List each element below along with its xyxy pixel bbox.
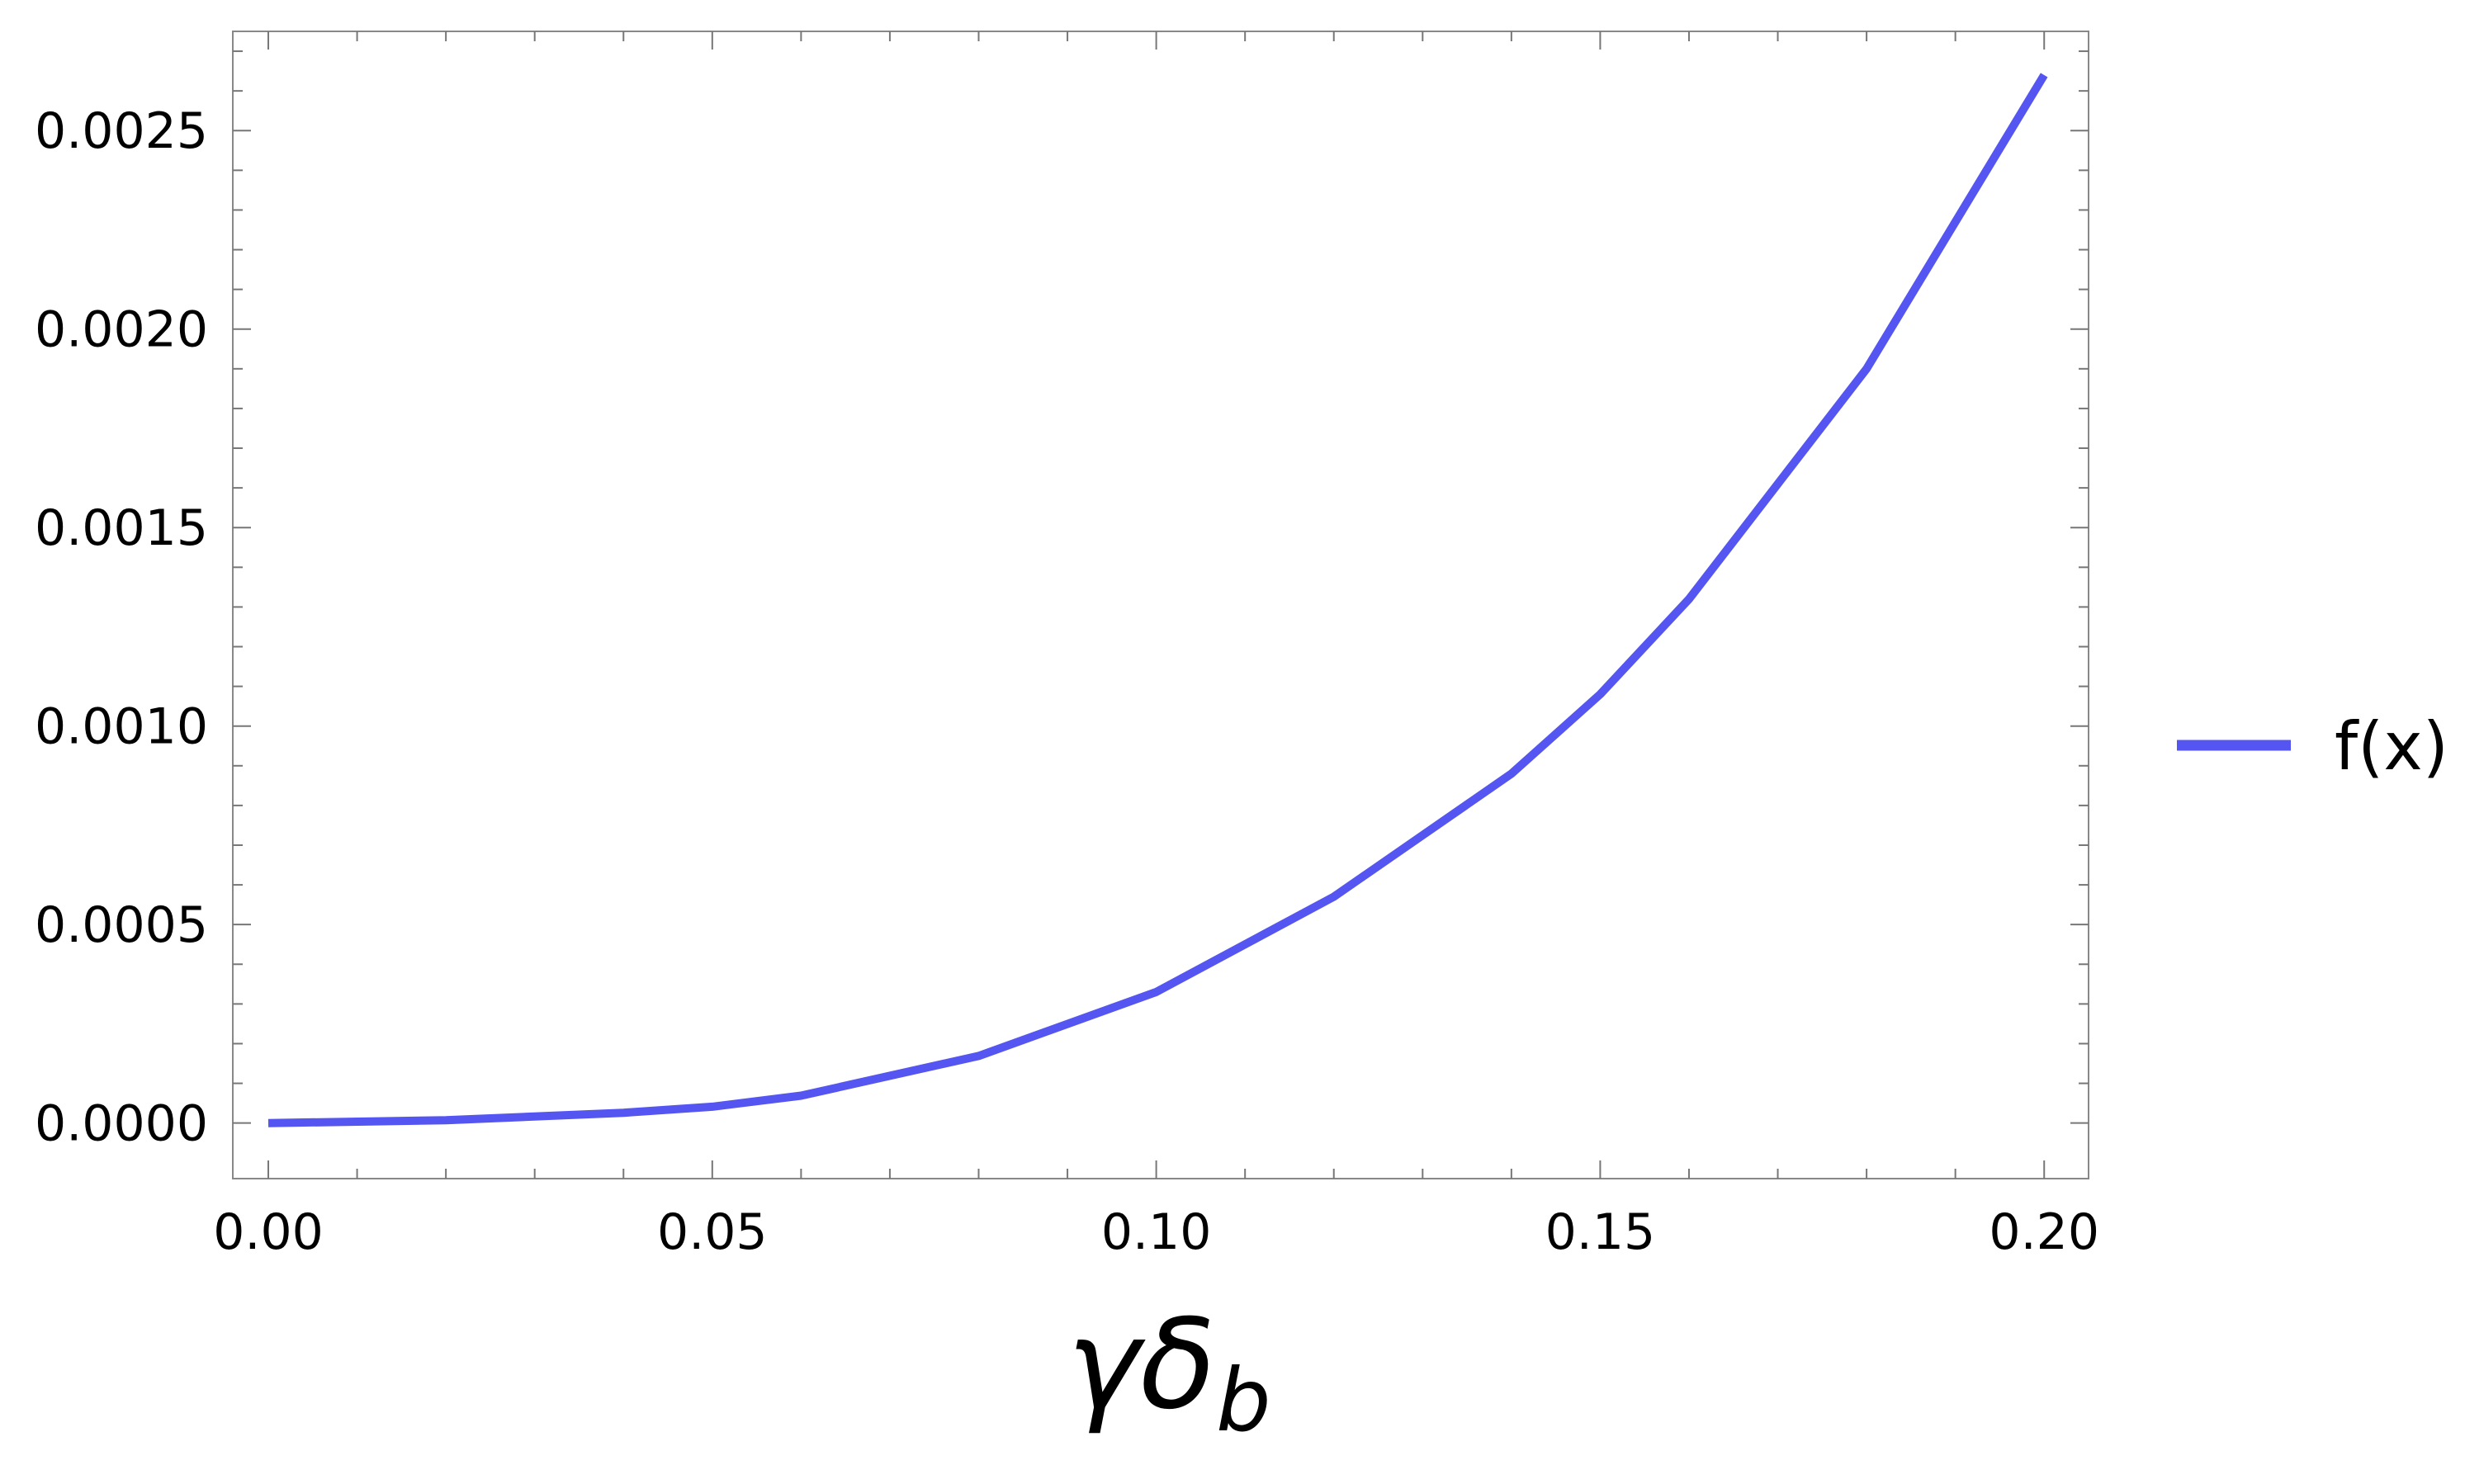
plot-frame <box>232 31 2089 1179</box>
y-tick-label: 0.0025 <box>35 102 208 160</box>
legend: f(x) <box>2177 708 2448 785</box>
y-tick-label: 0.0015 <box>35 499 208 557</box>
x-tick-label: 0.05 <box>657 1203 768 1261</box>
y-tick-label: 0.0000 <box>35 1095 208 1153</box>
x-axis-label-subscript: b <box>1216 1350 1271 1451</box>
x-tick-label: 0.20 <box>1989 1203 2099 1261</box>
series-line <box>267 73 2048 1127</box>
series-layer <box>267 73 2048 1127</box>
x-tick-label: 0.10 <box>1101 1203 1212 1261</box>
y-axis-ticks: 0.0000 0.0005 0.0010 0.0015 0.0020 0.0025 <box>35 102 2089 1153</box>
legend-label: f(x) <box>2335 708 2448 785</box>
y-tick-label: 0.0020 <box>35 301 208 359</box>
x-tick-label: 0.15 <box>1545 1203 1656 1261</box>
y-tick-label: 0.0010 <box>35 698 208 756</box>
minor-ticks <box>233 31 2089 1179</box>
x-axis-ticks: 0.00 0.05 0.10 0.15 0.20 <box>213 31 2099 1261</box>
x-axis-label-main: γδ <box>1067 1293 1216 1437</box>
x-axis-label: γδb <box>1067 1293 1270 1451</box>
x-tick-label: 0.00 <box>213 1203 324 1261</box>
y-tick-label: 0.0005 <box>35 896 208 954</box>
